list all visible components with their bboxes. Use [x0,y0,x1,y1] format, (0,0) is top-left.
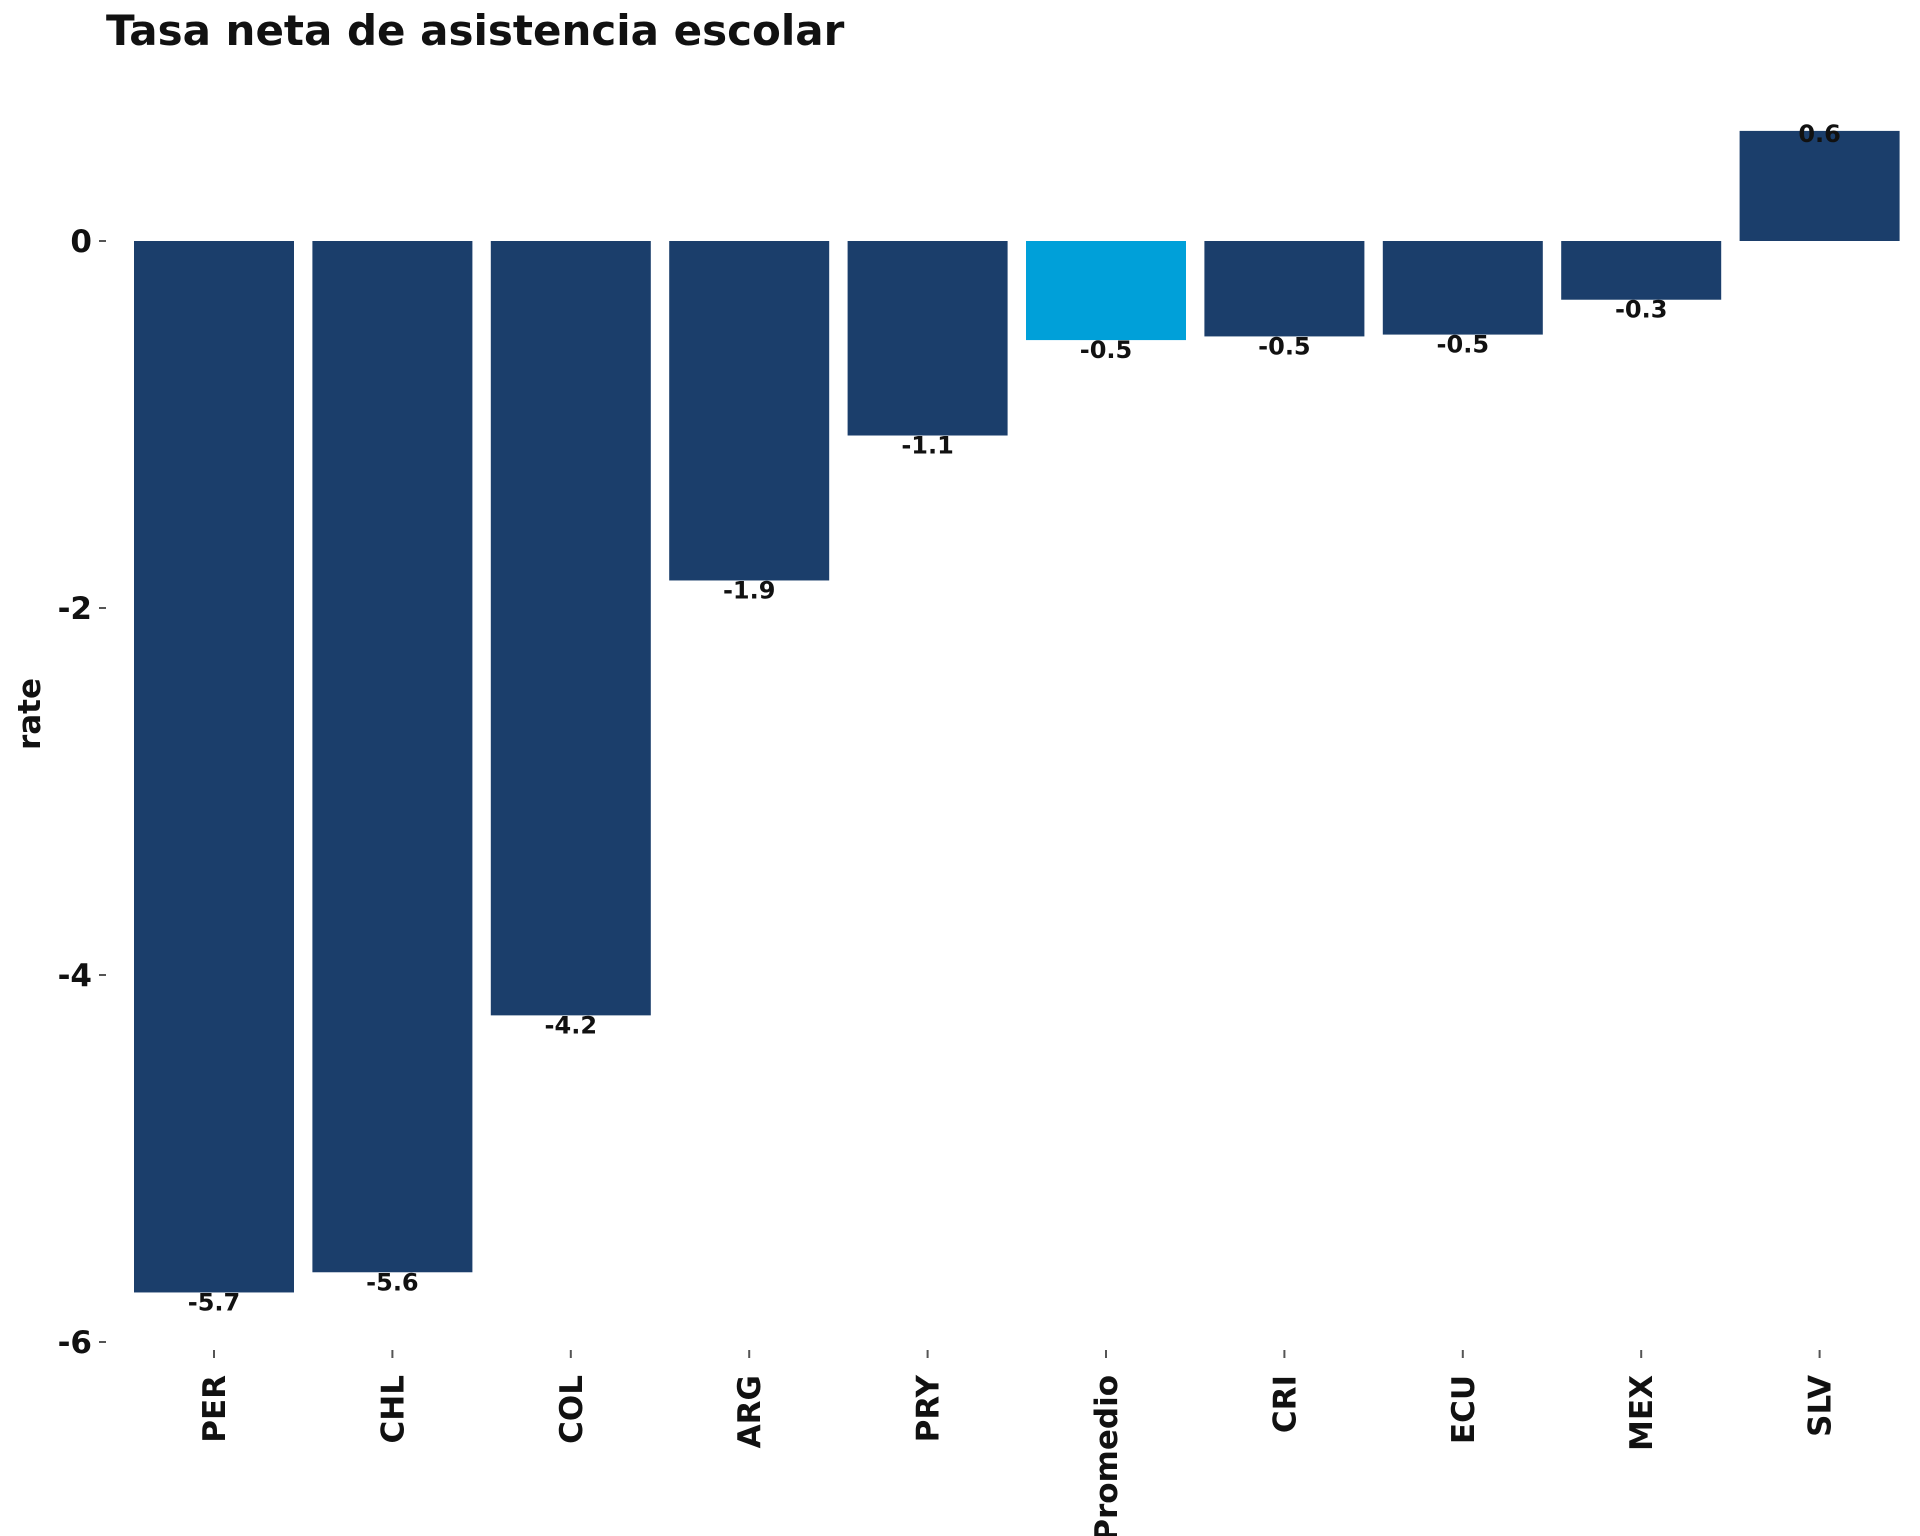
bar-mex [1561,241,1722,300]
y-tick-label: 0 [70,224,92,260]
bar-arg [669,241,830,581]
bar-pry [847,241,1008,436]
data-label-per: -5.7 [188,1288,240,1316]
y-tick-label: -2 [58,591,92,627]
data-label-ecu: -0.5 [1437,331,1489,359]
data-label-slv: 0.6 [1798,120,1841,148]
x-axis: PER CHL COL ARG PRY Promedio CRI ECU MEX SLV [197,1350,1839,1536]
bars [134,130,1900,1293]
data-label-cri: -0.5 [1258,332,1310,360]
bar-col [490,241,651,1016]
bar-cri [1204,241,1365,337]
bar-slv [1739,130,1900,241]
data-label-arg: -1.9 [723,576,775,604]
x-tick-label-arg: ARG [732,1375,768,1448]
chart-title: Tasa neta de asistencia escolar [106,6,845,55]
x-tick-label-slv: SLV [1803,1375,1839,1437]
data-label-pry: -1.1 [901,432,953,460]
y-axis-title: rate [12,678,48,750]
y-axis: 0 -2 -4 -6 [58,224,106,1361]
x-tick-label-mex: MEX [1624,1375,1660,1451]
bar-per [134,241,294,1293]
bar-chl [312,241,473,1273]
bar-ecu [1382,241,1543,335]
data-label-promedio: -0.5 [1080,336,1132,364]
x-tick-label-pry: PRY [911,1374,947,1442]
data-label-chl: -5.6 [366,1268,418,1296]
x-tick-label-per: PER [197,1375,233,1443]
x-tick-label-chl: CHL [375,1375,411,1443]
x-tick-label-cri: CRI [1267,1375,1303,1433]
data-label-col: -4.2 [545,1011,597,1039]
data-labels: -5.7 -5.6 -4.2 -1.9 -1.1 -0.5 -0.5 -0.5 -0.3 0.6 [188,120,1841,1317]
bar-promedio [1026,241,1186,341]
x-tick-label-ecu: ECU [1446,1375,1482,1444]
data-label-mex: -0.3 [1615,296,1667,324]
y-tick-label: -4 [58,958,92,994]
x-tick-label-col: COL [554,1375,590,1444]
x-tick-label-promedio: Promedio [1089,1375,1125,1536]
y-tick-label: -6 [58,1325,92,1361]
